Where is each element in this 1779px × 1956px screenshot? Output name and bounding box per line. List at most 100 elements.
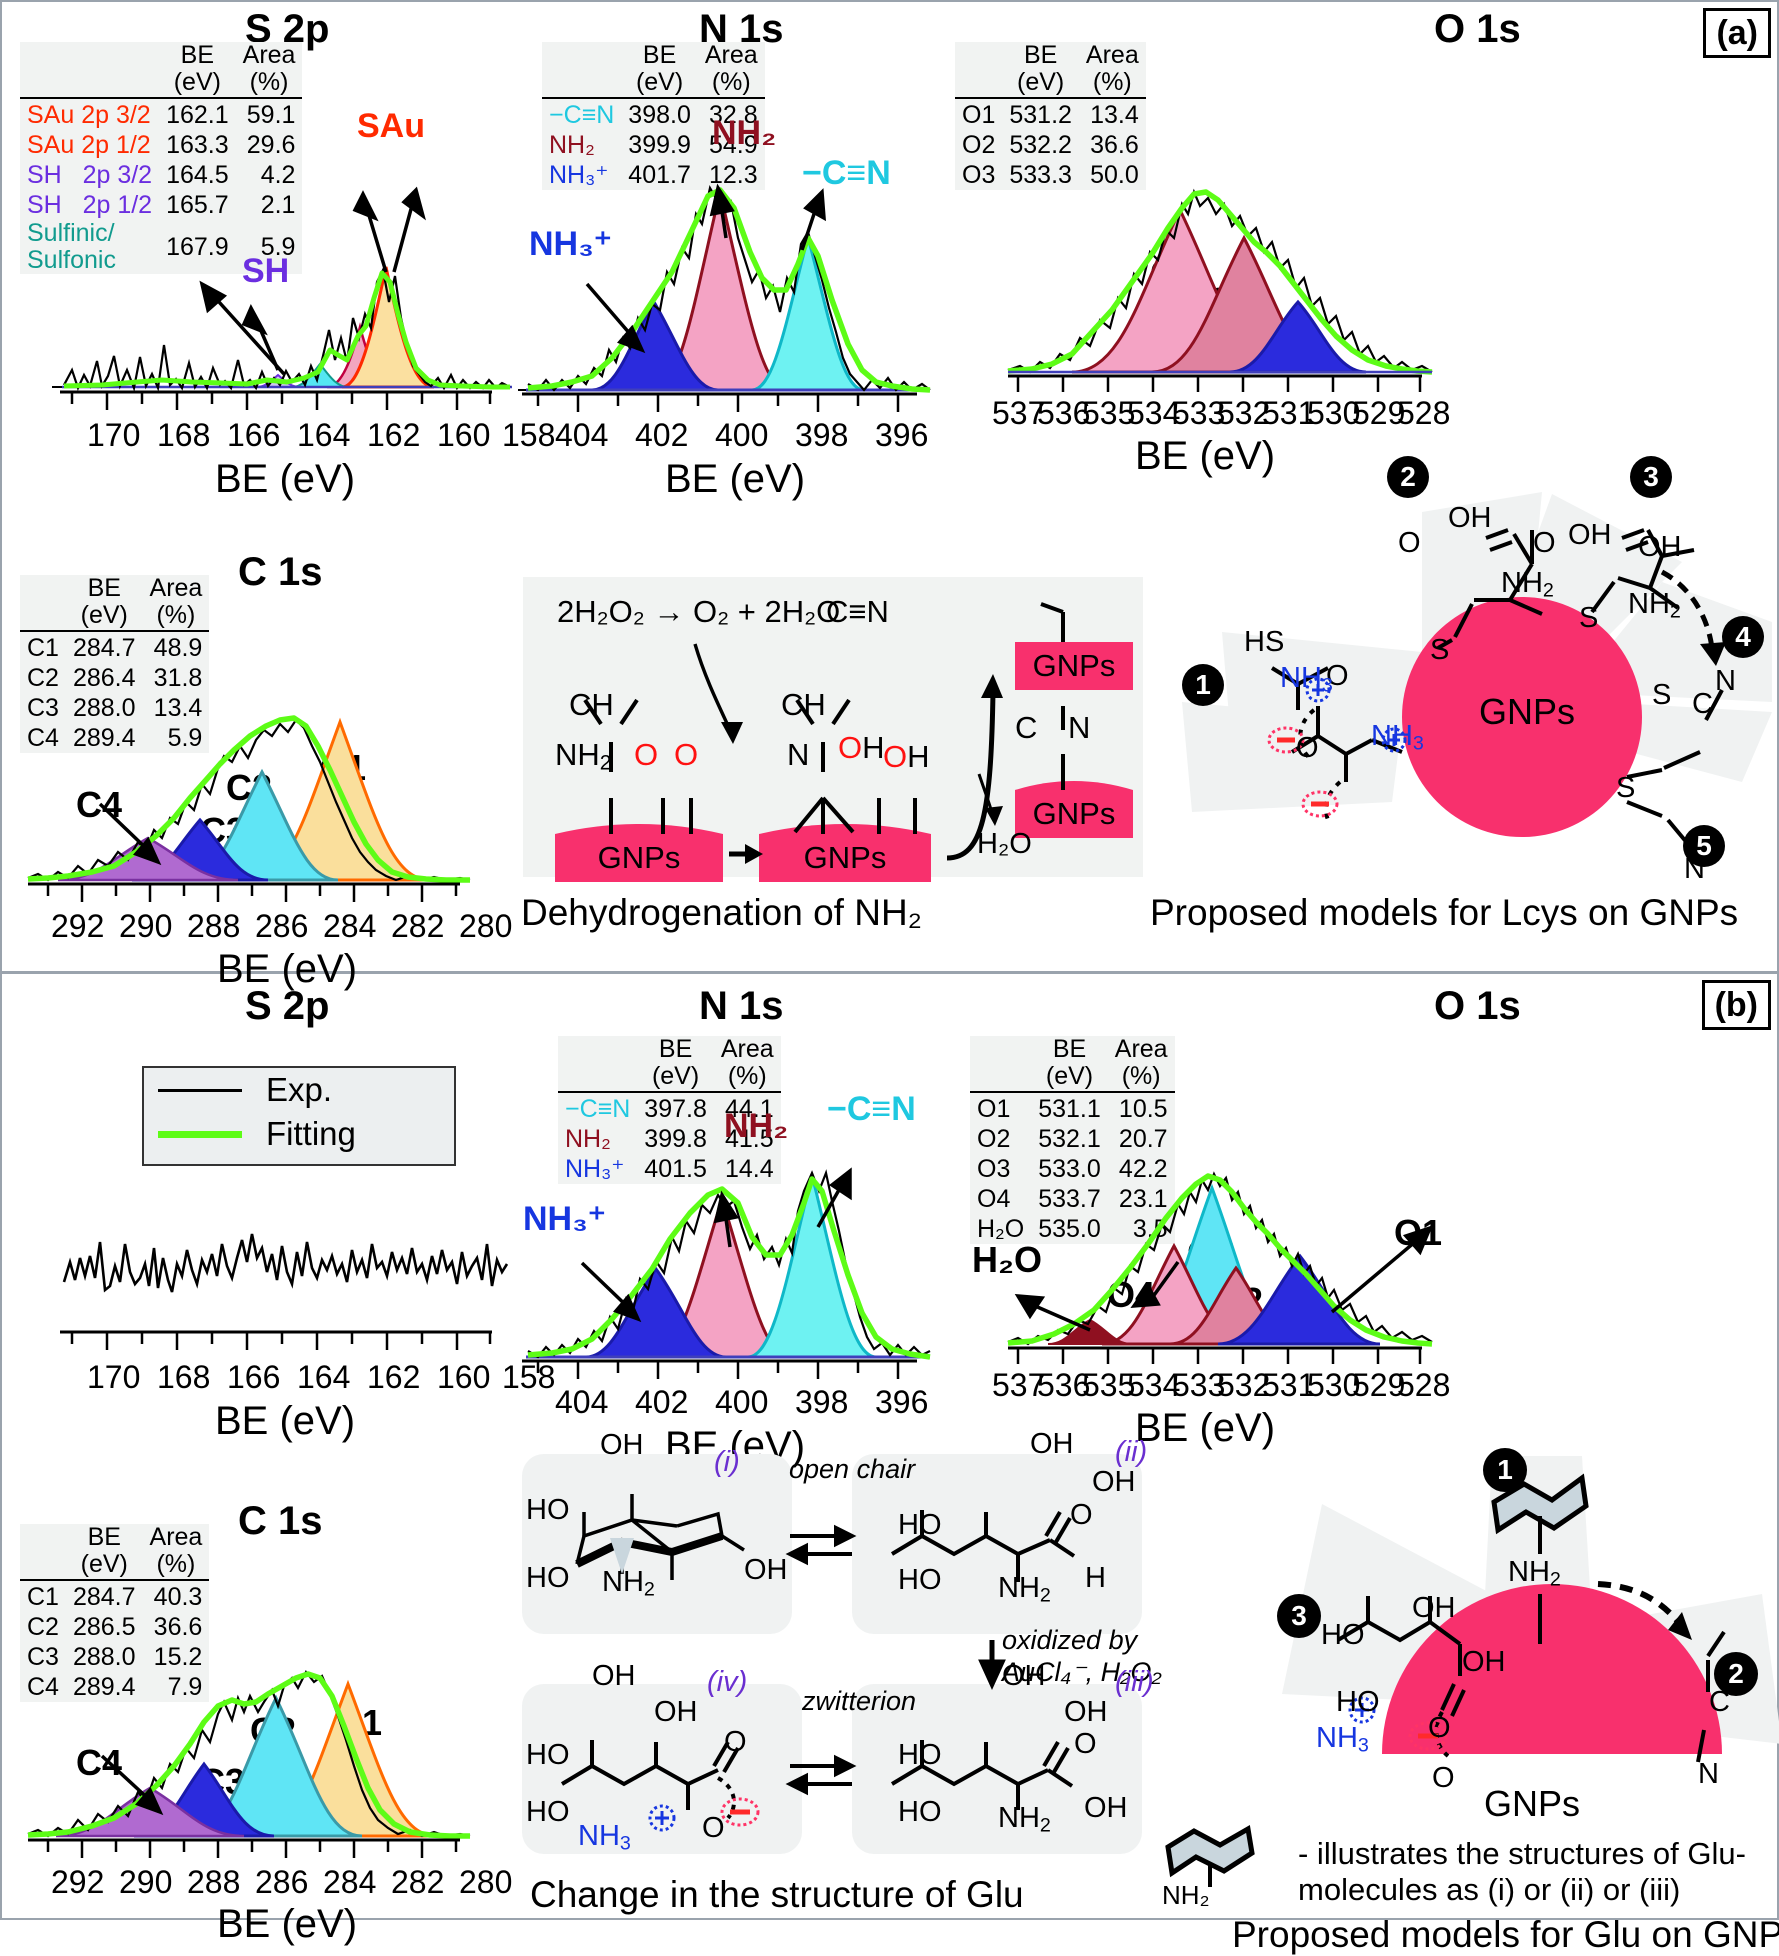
a-model-num-1: 1 [1182, 664, 1224, 706]
b-o1s-tick: 536 [1037, 1367, 1091, 1403]
a-c1s-row-area: 31.8 [153, 664, 203, 692]
a-s2p-tick: 170 [87, 417, 141, 453]
a-o1s-row-label: O1 [962, 101, 996, 129]
a-o1s-title: O 1s [1434, 7, 1521, 51]
a-scheme-gnps-top: GNPs [1032, 648, 1116, 683]
a-n1s-axis-title: BE (eV) [665, 457, 806, 501]
b-model-c: C [1709, 1686, 1730, 1718]
b-c1s-row-label: C2 [27, 1613, 59, 1641]
b-n1s-title: N 1s [699, 984, 784, 1028]
b-scheme-ho-ii-2: HO [898, 1564, 942, 1596]
b-scheme-o-iv: O [724, 1726, 747, 1758]
b-model-o-1: O [1428, 1712, 1451, 1744]
b-o1s-row-label: O2 [977, 1125, 1011, 1153]
b-s2p-tick: 168 [157, 1359, 211, 1395]
b-s2p-tick: 164 [297, 1359, 351, 1395]
b-s2p-plot [60, 1233, 509, 1350]
b-s2p-tick: 162 [367, 1359, 421, 1395]
b-o1s-tick: 535 [1082, 1367, 1136, 1403]
b-scheme-ho-iii-1: HO [898, 1739, 942, 1771]
a-c1s-table: BE (eV) Area (%) C1 284.7 48.9 C2 286.4 31.… [20, 575, 210, 753]
a-c1s-tick: 280 [459, 908, 513, 944]
b-scheme-o-iii: O [1074, 1728, 1097, 1760]
b-scheme-oh-iv-1: OH [592, 1660, 636, 1692]
a-s2p-row-area: 59.1 [246, 101, 296, 129]
a-s2p-row-area: 5.9 [260, 233, 296, 261]
a-model-nh2-1: NH2 [1501, 567, 1554, 602]
a-s2p-tick: 160 [437, 417, 491, 453]
b-model-key-shape [1165, 1825, 1255, 1887]
b-model-oh-1: OH [1412, 1592, 1456, 1624]
a-o1s-row-label: O3 [962, 161, 996, 189]
a-n1s-tick: 404 [555, 417, 609, 453]
a-s2p-row-be: 167.9 [166, 233, 229, 261]
b-o1s-row-label: O4 [977, 1185, 1011, 1213]
b-c1s-row-label: C4 [27, 1673, 59, 1701]
a-c1s-axis-title: BE (eV) [217, 947, 358, 991]
a-model-s-2: S [1579, 602, 1599, 634]
a-n1s-row-label: NH₂ [549, 131, 595, 159]
b-c1s-axis-title: BE (eV) [217, 1902, 358, 1946]
b-c1s-row-be: 288.0 [72, 1643, 136, 1671]
a-s2p-row-label: SH 2p 1/2 [27, 191, 153, 219]
b-o1s-row-area: 20.7 [1118, 1125, 1168, 1153]
a-s2p-tick: 164 [297, 417, 351, 453]
a-c1s-row-area: 5.9 [167, 724, 203, 752]
b-c1s-tick: 288 [187, 1864, 241, 1900]
b-model-note-line2: molecules as (i) or (ii) or (iii) [1298, 1872, 1681, 1907]
b-n1s-tick: 400 [715, 1384, 769, 1420]
b-o1s-tick: 531 [1262, 1367, 1316, 1403]
b-scheme-ho-iv-1: HO [526, 1739, 570, 1771]
b-o1s-table: BE (eV) Area (%) O1 531.1 10.5 O2 532.1 20.… [970, 1036, 1175, 1244]
a-n1s-tick: 402 [635, 417, 689, 453]
b-o1s-tick: 528 [1397, 1367, 1451, 1403]
chart-legend: Exp. Fitting [142, 1066, 456, 1166]
a-model-oh-3: OH [1638, 531, 1682, 563]
b-s2p-tick: 166 [227, 1359, 281, 1395]
b-n1s-tick: 402 [635, 1384, 689, 1420]
b-o1s-plot [1007, 1171, 1434, 1364]
a-model-o-4: O [1296, 732, 1319, 764]
b-o1s-row-be: 533.7 [1038, 1185, 1101, 1213]
b-c1s-tick: 284 [323, 1864, 377, 1900]
b-scheme-o-iv-2: O [702, 1812, 725, 1844]
a-c1s-plot [27, 715, 471, 902]
a-model-cn-n: N [1715, 665, 1736, 697]
b-o1s-axis-title: BE (eV) [1135, 1406, 1276, 1450]
b-scheme-arrow-label-2: oxidized by AuCl₄⁻, H₂O₂ [1002, 1625, 1162, 1687]
b-scheme-oh-ii-2: OH [1092, 1466, 1136, 1498]
a-o1s-tick: 531 [1262, 395, 1316, 431]
b-scheme-roman-ii: (ii) [1115, 1436, 1148, 1468]
b-n1s-tick: 404 [555, 1384, 609, 1420]
b-n1s-annot-nh3: NH₃⁺ [523, 1200, 606, 1238]
a-model-s-1: S [1430, 634, 1450, 666]
a-o1s-tick: 529 [1352, 395, 1406, 431]
b-scheme-ho-iii-2: HO [898, 1796, 942, 1828]
b-o1s-row-area: 10.5 [1118, 1095, 1168, 1123]
a-c1s-tick: 282 [391, 908, 445, 944]
a-s2p-annot-sau: SAu [357, 107, 425, 145]
a-n1s-tick: 400 [715, 417, 769, 453]
b-model-caption: Proposed models for Glu on GNPs [1232, 1914, 1779, 1955]
a-o1s-tick: 532 [1217, 395, 1271, 431]
b-model-nh3: NH3 [1316, 1722, 1369, 1757]
b-model-key-nh2: NH₂ [1162, 1880, 1210, 1910]
b-n1s-tick: 396 [875, 1384, 929, 1420]
b-c1s-tick: 280 [459, 1864, 513, 1900]
b-scheme-ho-i: HO [526, 1494, 570, 1526]
a-o1s-tick: 537 [992, 395, 1046, 431]
b-n1s-annot-cn: −C≡N [827, 1090, 916, 1128]
b-model-ho-2: HO [1336, 1686, 1380, 1718]
b-o1s-row-area: 23.1 [1118, 1185, 1168, 1213]
b-scheme-nh3-iv: NH3 [578, 1820, 631, 1855]
a-s2p-row-area: 2.1 [260, 191, 296, 219]
a-c1s-row-be: 284.7 [72, 634, 136, 662]
b-scheme-ho-i-2: HO [526, 1562, 570, 1594]
b-c1s-tick: 292 [51, 1864, 105, 1900]
a-scheme-water: H₂O [977, 828, 1032, 860]
b-n1s-row-label: NH₃⁺ [565, 1155, 625, 1183]
b-o1s-tick: 529 [1352, 1367, 1406, 1403]
a-s2p-row-be: 162.1 [166, 101, 229, 129]
b-model-num-2: 2 [1714, 1652, 1758, 1696]
